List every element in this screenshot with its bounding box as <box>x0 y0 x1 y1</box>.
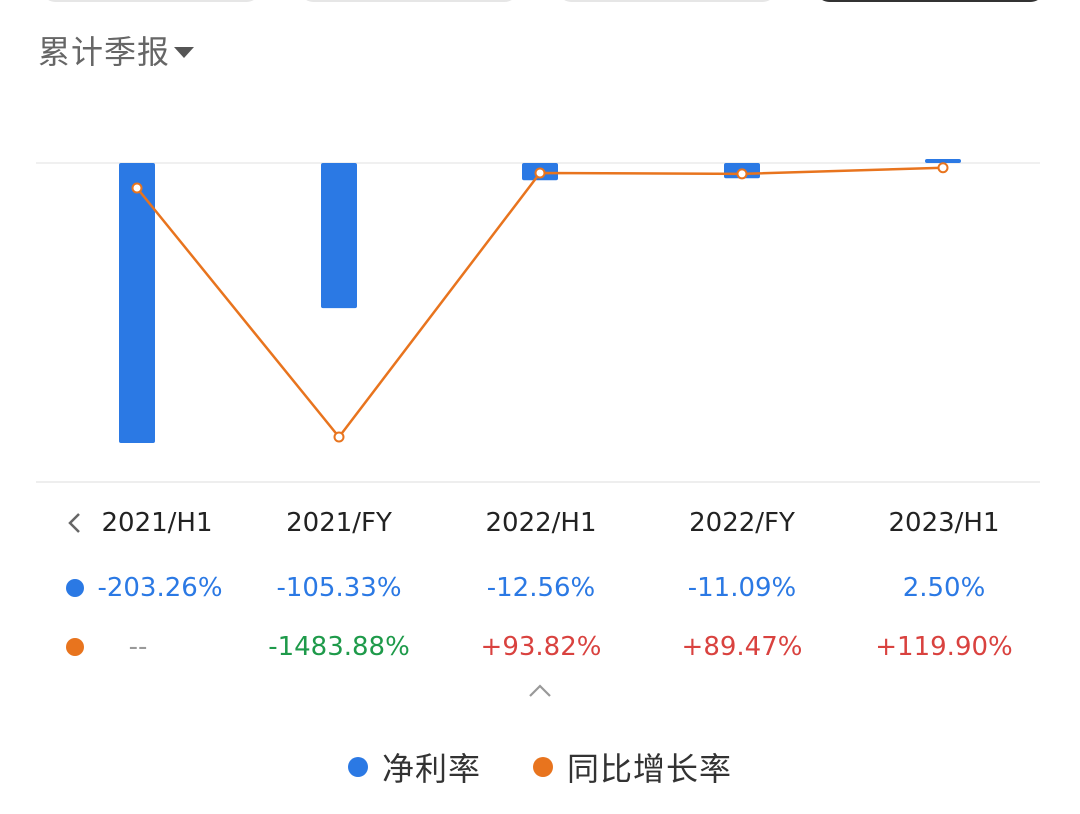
yoy-growth-line <box>136 166 944 440</box>
net-margin-bar <box>925 159 961 163</box>
period-type-label: 累计季报 <box>38 33 171 71</box>
period-label: 2021/H1 <box>101 508 213 538</box>
yoy-growth-point <box>937 162 949 174</box>
chevron-up-icon[interactable] <box>527 680 553 700</box>
chevron-left-icon[interactable] <box>62 510 88 536</box>
net-margin-row: -203.26% -105.33% -12.56% -11.09% 2.50% <box>0 563 1080 613</box>
yoy-growth-value: +89.47% <box>681 632 803 662</box>
legend: 净利率 同比增长率 <box>0 744 1080 790</box>
yoy-growth-point <box>736 168 748 180</box>
legend-label: 同比增长率 <box>567 750 733 788</box>
legend-item-yoy-growth[interactable]: 同比增长率 <box>533 744 732 790</box>
period-label: 2022/FY <box>689 508 795 538</box>
net-margin-value: 2.50% <box>902 573 986 603</box>
net-margin-value: -11.09% <box>687 573 797 603</box>
legend-item-net-margin[interactable]: 净利率 <box>347 744 481 790</box>
yoy-growth-point <box>131 182 143 194</box>
yoy-growth-point <box>333 431 345 443</box>
legend-label: 净利率 <box>381 750 481 788</box>
period-row: 2021/H1 2021/FY 2022/H1 2022/FY 2023/H1 <box>0 498 1080 548</box>
net-margin-bar <box>119 163 155 443</box>
yoy-growth-value: -1483.88% <box>268 632 410 662</box>
net-margin-dot <box>66 579 84 597</box>
period-type-dropdown[interactable]: 累计季报 <box>38 28 195 72</box>
yoy-growth-value: +93.82% <box>480 632 602 662</box>
net-margin-value: -105.33% <box>276 573 402 603</box>
legend-dot-net-margin <box>347 757 368 777</box>
yoy-growth-row: -- -1483.88% +93.82% +89.47% +119.90% <box>0 622 1080 672</box>
legend-dot-yoy-growth <box>533 757 553 777</box>
period-label: 2021/FY <box>286 508 392 538</box>
caret-down-icon <box>174 46 195 58</box>
period-label: 2022/H1 <box>485 508 597 538</box>
yoy-growth-value: +119.90% <box>875 632 1013 662</box>
net-margin-bar <box>321 163 357 309</box>
yoy-growth-point <box>534 167 546 179</box>
combo-chart <box>36 159 1040 483</box>
yoy-growth-value: -- <box>128 632 148 662</box>
net-margin-value: -203.26% <box>97 573 223 603</box>
yoy-growth-dot <box>66 638 84 656</box>
period-label: 2023/H1 <box>888 508 1000 538</box>
net-margin-value: -12.56% <box>486 573 596 603</box>
